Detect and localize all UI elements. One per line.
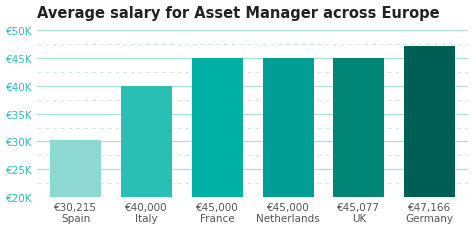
Text: Average salary for Asset Manager across Europe: Average salary for Asset Manager across … xyxy=(37,5,440,20)
Bar xyxy=(192,59,243,197)
Bar xyxy=(121,87,172,197)
Bar xyxy=(404,47,455,197)
Bar xyxy=(263,59,314,197)
Bar xyxy=(50,141,101,197)
Bar xyxy=(333,59,384,197)
